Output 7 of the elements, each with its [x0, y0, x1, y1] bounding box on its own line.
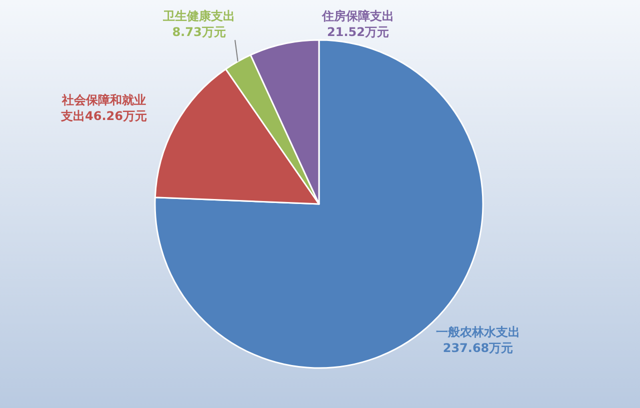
slice-label: 一般农林水支出: [436, 325, 520, 339]
slice-label: 住房保障支出: [321, 9, 394, 23]
data-label: 237.68万元: [442, 341, 514, 355]
data-label: 8.73万元: [172, 25, 226, 39]
data-label: 21.52万元: [327, 25, 389, 39]
slice-label: 社会保障和就业支出46.26万元: [60, 93, 147, 123]
slice-label: 卫生健康支出: [162, 9, 235, 23]
